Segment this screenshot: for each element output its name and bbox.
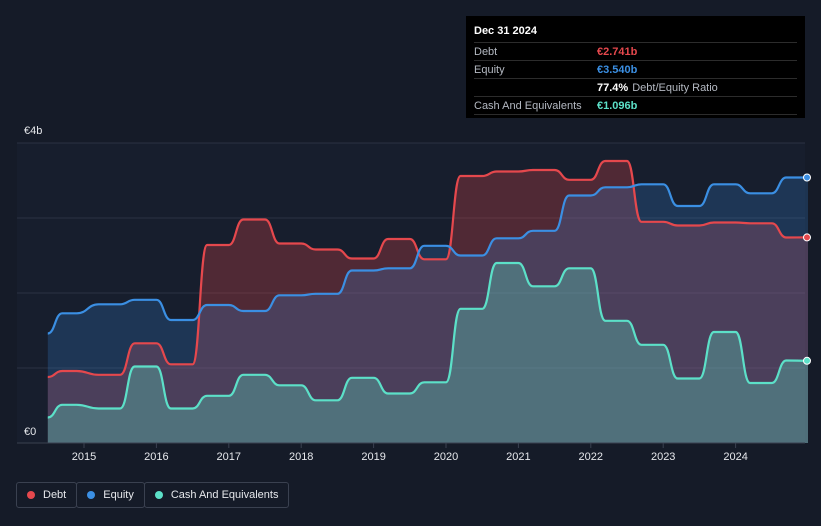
equity-end-dot (803, 173, 811, 182)
y-tick-label: €4b (24, 125, 42, 137)
legend-item-equity[interactable]: Equity (76, 482, 145, 508)
x-tick-label: 2023 (651, 451, 675, 463)
x-tick-label: 2021 (506, 451, 530, 463)
tooltip-row-debt: Debt €2.741b (474, 42, 797, 60)
x-axis-labels: 2015 2016 2017 2018 2019 2020 2021 2022 2023 2024 (72, 443, 748, 463)
x-tick-label: 2019 (361, 451, 385, 463)
tooltip-label: Equity (474, 63, 505, 76)
tooltip-value: €1.096b (597, 99, 638, 112)
y-tick-label: €0 (24, 426, 36, 438)
cash-end-dot (803, 356, 811, 365)
tooltip-label: Debt (474, 45, 498, 58)
legend-label: Equity (103, 489, 134, 501)
tooltip-label: Cash And Equivalents (474, 99, 582, 112)
legend-label: Cash And Equivalents (170, 489, 279, 501)
tooltip-row-cash: Cash And Equivalents €1.096b (474, 96, 797, 115)
cash-line (47, 261, 809, 419)
tooltip-date: Dec 31 2024 (474, 25, 537, 37)
cash-area (47, 263, 809, 443)
debt-area (47, 161, 809, 443)
debt-end-dot (803, 233, 811, 242)
y-axis-labels: €4b €0 (24, 125, 42, 438)
x-tick-label: 2017 (217, 451, 241, 463)
x-tick-label: 2024 (723, 451, 747, 463)
tooltip-row-ratio: 77.4% Debt/Equity Ratio (474, 78, 797, 96)
legend-label: Debt (43, 489, 67, 501)
x-tick-label: 2016 (144, 451, 168, 463)
legend-dot-icon (87, 491, 96, 499)
legend-item-cash[interactable]: Cash And Equivalents (143, 482, 290, 508)
debt-line (47, 159, 809, 379)
x-tick-label: 2022 (579, 451, 603, 463)
legend-dot-icon (27, 491, 35, 499)
x-tick-label: 2015 (72, 451, 96, 463)
chart-legend: Debt Equity Cash And Equivalents (16, 482, 290, 510)
tooltip-panel: Dec 31 2024 Debt €2.741b Equity €3.540b … (466, 16, 805, 118)
legend-item-debt[interactable]: Debt (16, 482, 78, 508)
x-tick-label: 2020 (434, 451, 458, 463)
equity-area (47, 177, 809, 443)
tooltip-row-equity: Equity €3.540b (474, 60, 797, 78)
legend-dot-icon (154, 491, 163, 499)
end-dots (803, 173, 811, 365)
tooltip-value: 77.4% (597, 81, 629, 94)
line-layer (47, 159, 809, 419)
tooltip-value: €2.741b (597, 45, 638, 58)
area-layer (47, 161, 809, 443)
tooltip-suffix: Debt/Equity Ratio (632, 81, 718, 94)
x-tick-label: 2018 (289, 451, 313, 463)
equity-line (47, 176, 808, 335)
grid-lines (17, 142, 805, 369)
tooltip-value: €3.540b (597, 63, 638, 76)
